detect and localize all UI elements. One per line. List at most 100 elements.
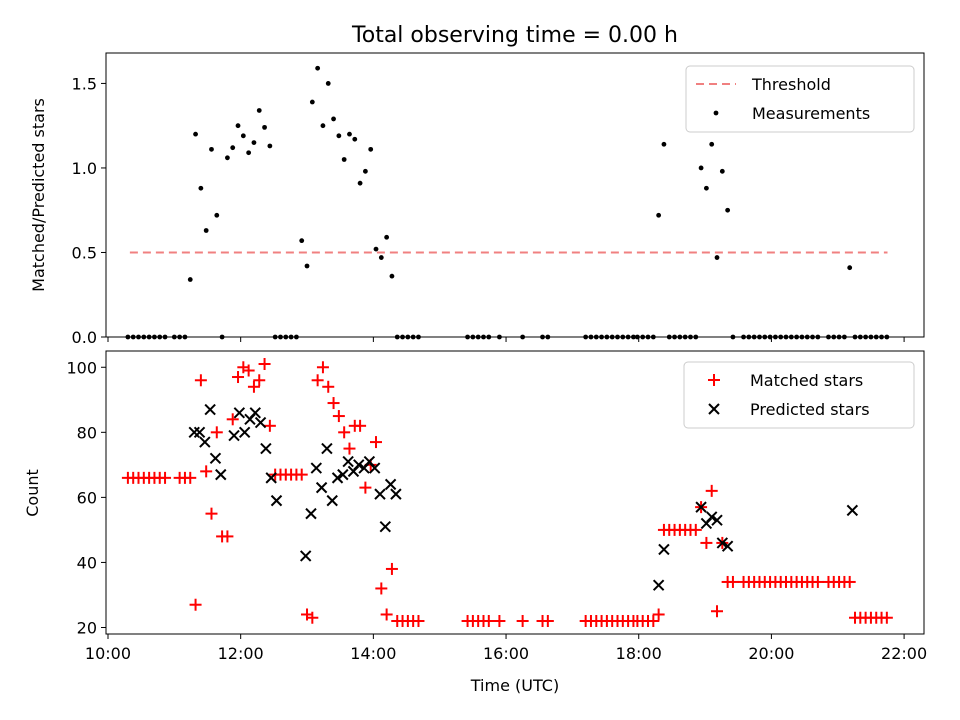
measurements-point (357, 180, 363, 186)
ratio-y-tick-label: 1.5 (72, 74, 97, 93)
count-plot-frame (105, 350, 925, 635)
matched-stars-point (205, 507, 218, 520)
matched-stars-point (880, 611, 893, 624)
predicted-stars-point (353, 459, 365, 471)
predicted-stars-point (310, 462, 323, 474)
matched-stars-point (647, 614, 660, 627)
matched-stars-point (263, 419, 276, 432)
matched-stars-point (482, 614, 495, 627)
predicted-stars-point (721, 540, 734, 552)
matched-stars-point (306, 611, 319, 624)
predicted-stars-point (846, 504, 859, 517)
predicted-stars-point (337, 468, 349, 481)
matched-stars-point (253, 374, 266, 387)
measurements-point (336, 133, 342, 139)
predicted-stars-point (270, 494, 283, 507)
measurements-point (235, 123, 241, 129)
measurements-point (389, 273, 395, 279)
count-panel: 20 40 60 80 100 10:00 12:00 14:00 16:00 18:00 20:0… (23, 350, 927, 695)
predicted-stars-point (215, 468, 227, 481)
measurements-point (315, 65, 321, 71)
ratio-y-axis-label: Matched/Predicted stars (29, 98, 48, 292)
predicted-stars-point (233, 407, 246, 419)
measurements-point (719, 168, 725, 174)
ratio-legend: Threshold Measurements (685, 65, 915, 133)
predicted-stars-point (695, 501, 707, 513)
ratio-plot-frame (105, 52, 925, 338)
predicted-stars-point (379, 520, 392, 533)
measurements-point (320, 123, 326, 129)
measurements-point (209, 146, 214, 152)
matched-stars-point (652, 608, 665, 621)
predicted-stars-point (209, 452, 222, 465)
legend-matched-label: Matched stars (750, 371, 863, 390)
measurements-point (709, 141, 715, 147)
matched-stars-point (385, 562, 398, 575)
matched-stars-point (184, 471, 197, 484)
measurements-point (331, 116, 336, 122)
count-y-tick-label: 20 (77, 618, 97, 637)
measurements-point (368, 146, 374, 152)
predicted-stars-point (326, 494, 338, 507)
count-y-tick-label: 60 (77, 488, 97, 507)
x-tick-label: 16:00 (483, 644, 529, 663)
predicted-stars-point (331, 472, 344, 484)
x-tick-label: 22:00 (881, 644, 927, 663)
ratio-panel: 0.0 0.5 1.0 1.5 Matched/Predicted stars Thr… (29, 52, 925, 347)
legend-measurements-swatch (713, 110, 719, 116)
measurements-point (384, 234, 390, 240)
x-tick-label: 14:00 (350, 644, 396, 663)
matched-stars-point (726, 575, 739, 588)
measurements-point (214, 212, 220, 218)
matched-stars-point (689, 523, 702, 536)
ratio-y-tick-label: 0.0 (72, 328, 97, 347)
matched-stars-point (159, 471, 172, 484)
count-legend: Matched stars Predicted stars (683, 361, 915, 429)
legend-matched-swatch (708, 374, 720, 386)
matched-stars-point (327, 397, 340, 410)
measurements-point (352, 136, 358, 142)
measurements-point (725, 207, 731, 213)
matched-stars-point (354, 419, 367, 432)
predicted-stars-point (299, 550, 312, 562)
ratio-y-tick-label: 0.5 (72, 243, 97, 262)
measurements-point (714, 255, 720, 260)
predicted-stars-point (249, 407, 261, 419)
measurements-point (698, 165, 704, 171)
matched-stars-point (210, 426, 223, 439)
measurements-point (193, 131, 198, 137)
predicted-stars-point (368, 462, 381, 474)
predicted-stars-point (260, 442, 272, 455)
legend-measurements-label: Measurements (752, 104, 870, 123)
predicted-stars-point (342, 455, 354, 468)
predicted-stars-point (321, 442, 333, 455)
matched-stars-point (221, 530, 234, 543)
x-axis-label: Time (UTC) (470, 676, 559, 695)
x-tick-label: 20:00 (748, 644, 794, 663)
predicted-stars-point (705, 511, 718, 523)
matched-stars-point (711, 605, 724, 618)
predicted-stars-point (711, 514, 723, 526)
measurements-point (703, 185, 709, 191)
predicted-stars-point (254, 416, 267, 429)
measurements-point (203, 228, 209, 233)
legend-threshold-label: Threshold (751, 75, 831, 94)
count-y-axis-label: Count (23, 469, 42, 517)
measurements-point (187, 277, 193, 282)
measurements-point (847, 265, 853, 271)
matched-stars-point (380, 608, 393, 621)
measurements-point (341, 157, 347, 162)
x-tick-label: 10:00 (85, 644, 131, 663)
measurements-point (230, 145, 236, 151)
count-y-tick-label: 40 (77, 553, 97, 572)
matched-stars-point (541, 614, 554, 627)
measurements-point (373, 246, 379, 252)
matched-stars-point (343, 442, 356, 455)
measurements-point (309, 99, 315, 105)
matched-stars-point (493, 614, 506, 627)
matched-stars-point (194, 374, 207, 387)
matched-stars-point (370, 436, 383, 449)
figure-title: Total observing time = 0.00 h (351, 23, 678, 48)
predicted-stars-point (228, 429, 240, 442)
